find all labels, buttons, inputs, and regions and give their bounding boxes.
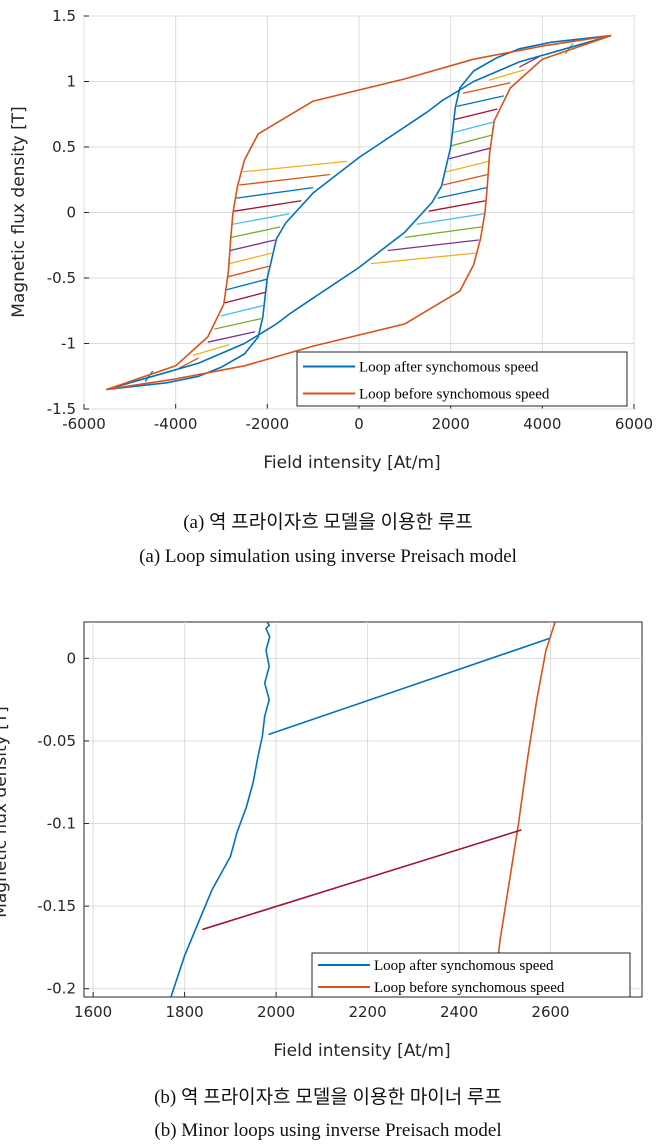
hatch-line: [232, 213, 290, 225]
x-tick-label: -4000: [154, 415, 198, 433]
series-line-loop-before-synchomous-speed: [106, 34, 612, 391]
hatch-line: [445, 160, 489, 173]
hatch-line: [214, 317, 262, 330]
legend: Loop after synchomous speed Loop before s…: [311, 952, 631, 998]
y-tick-label: 1.5: [52, 7, 76, 25]
hatch-line: [442, 173, 488, 186]
y-tick-label: -0.05: [37, 732, 76, 750]
y-axis-label: Magnetic flux density [T]: [9, 106, 29, 318]
hatch-line: [437, 186, 487, 199]
hatch-line: [404, 226, 482, 239]
hatch-line: [234, 200, 302, 212]
chart-panel-b: 1600 1800 2000 2200 2400 2600 0 -0.05 -0.1 -0.15 -…: [0, 621, 643, 1061]
x-tick-label: 6000: [615, 415, 653, 433]
hatch-line: [488, 69, 526, 81]
y-tick-label: -0.1: [47, 815, 76, 833]
legend-label: Loop after synchomous speed: [374, 958, 554, 974]
x-tick-label: 2400: [440, 1003, 478, 1021]
legend-box: [296, 351, 628, 407]
hatch-line: [451, 134, 492, 147]
hatch-line: [230, 239, 276, 252]
hatch-line: [207, 331, 256, 343]
y-tick-label: -0.5: [47, 269, 76, 287]
hatch-line: [242, 160, 348, 173]
hatch-line: [452, 121, 494, 134]
x-tick-label: -6000: [62, 415, 106, 433]
hatch-line: [144, 370, 154, 382]
hatch-line: [231, 226, 281, 239]
hatch-line: [192, 344, 230, 356]
y-tick-label: 0.5: [52, 138, 76, 156]
x-tick-label: 4000: [523, 415, 561, 433]
legend-label: Loop after synchomous speed: [359, 360, 539, 376]
x-tick-label: 1600: [74, 1003, 112, 1021]
hatch-line: [226, 278, 267, 291]
plot-area: [83, 621, 643, 998]
x-axis-label: Field intensity [At/m]: [263, 453, 440, 473]
x-axis-label: Field intensity [At/m]: [273, 1041, 450, 1061]
legend-label: Loop before synchomous speed: [374, 980, 565, 996]
y-tick-label: -1: [61, 335, 76, 353]
y-tick-label: -1.5: [47, 400, 76, 418]
hatch-line: [462, 82, 511, 94]
y-axis-label: Magnetic flux density [T]: [0, 706, 11, 918]
y-tick-label: 0: [66, 204, 76, 222]
hatch-line: [224, 291, 266, 304]
caption-b-english: (b) Minor loops using inverse Preisach m…: [154, 1120, 502, 1141]
series-line-loop-after-synchomous-speed: [170, 622, 271, 997]
x-tick-label: 2000: [432, 415, 470, 433]
caption-a-korean: (a) 역 프라이자흐 모델을 이용한 루프: [183, 512, 473, 533]
y-tick-label: 0: [66, 649, 76, 667]
hatch-line: [519, 56, 540, 68]
y-tick-label: -0.15: [37, 897, 76, 915]
hatch-line: [229, 252, 273, 265]
x-tick-label: 2600: [531, 1003, 569, 1021]
x-tick-label: -2000: [246, 415, 290, 433]
hatch-line: [387, 239, 479, 252]
y-tick-label: 1: [66, 73, 76, 91]
caption-b-korean: (b) 역 프라이자흐 모델을 이용한 마이너 루프: [154, 1087, 502, 1108]
hatch-line: [228, 265, 270, 278]
x-tick-label: 2200: [348, 1003, 386, 1021]
x-tick-label: 0: [354, 415, 364, 433]
hatch-line: [428, 200, 486, 212]
x-tick-label: 2000: [257, 1003, 295, 1021]
y-tick-label: -0.2: [47, 980, 76, 998]
series-line-loop-before-synchomous-speed: [492, 622, 556, 997]
legend-label: Loop before synchomous speed: [359, 387, 550, 403]
hatch-line: [236, 186, 314, 199]
series-line-minor-blue: [268, 637, 551, 736]
hatch-line: [456, 95, 504, 108]
legend-box: [311, 952, 631, 998]
hatch-line: [178, 357, 199, 369]
hatch-line: [239, 173, 331, 186]
series-line-minor-red: [202, 829, 522, 931]
hatch-line: [370, 252, 476, 265]
legend: Loop after synchomous speed Loop before s…: [296, 351, 628, 407]
hatch-line: [220, 304, 264, 317]
hatch-line: [448, 147, 490, 160]
chart-panel-a: -6000 -4000 -2000 0 2000 4000 6000 1.5 1 0.5 0 -0.5…: [9, 7, 653, 473]
hatch-line: [454, 108, 498, 121]
hatch-line: [564, 43, 574, 55]
hatch-line: [416, 213, 484, 225]
x-tick-label: 1800: [166, 1003, 204, 1021]
caption-a-english: (a) Loop simulation using inverse Preisa…: [139, 546, 517, 567]
series-group: [170, 622, 556, 997]
series-group: [106, 34, 612, 391]
